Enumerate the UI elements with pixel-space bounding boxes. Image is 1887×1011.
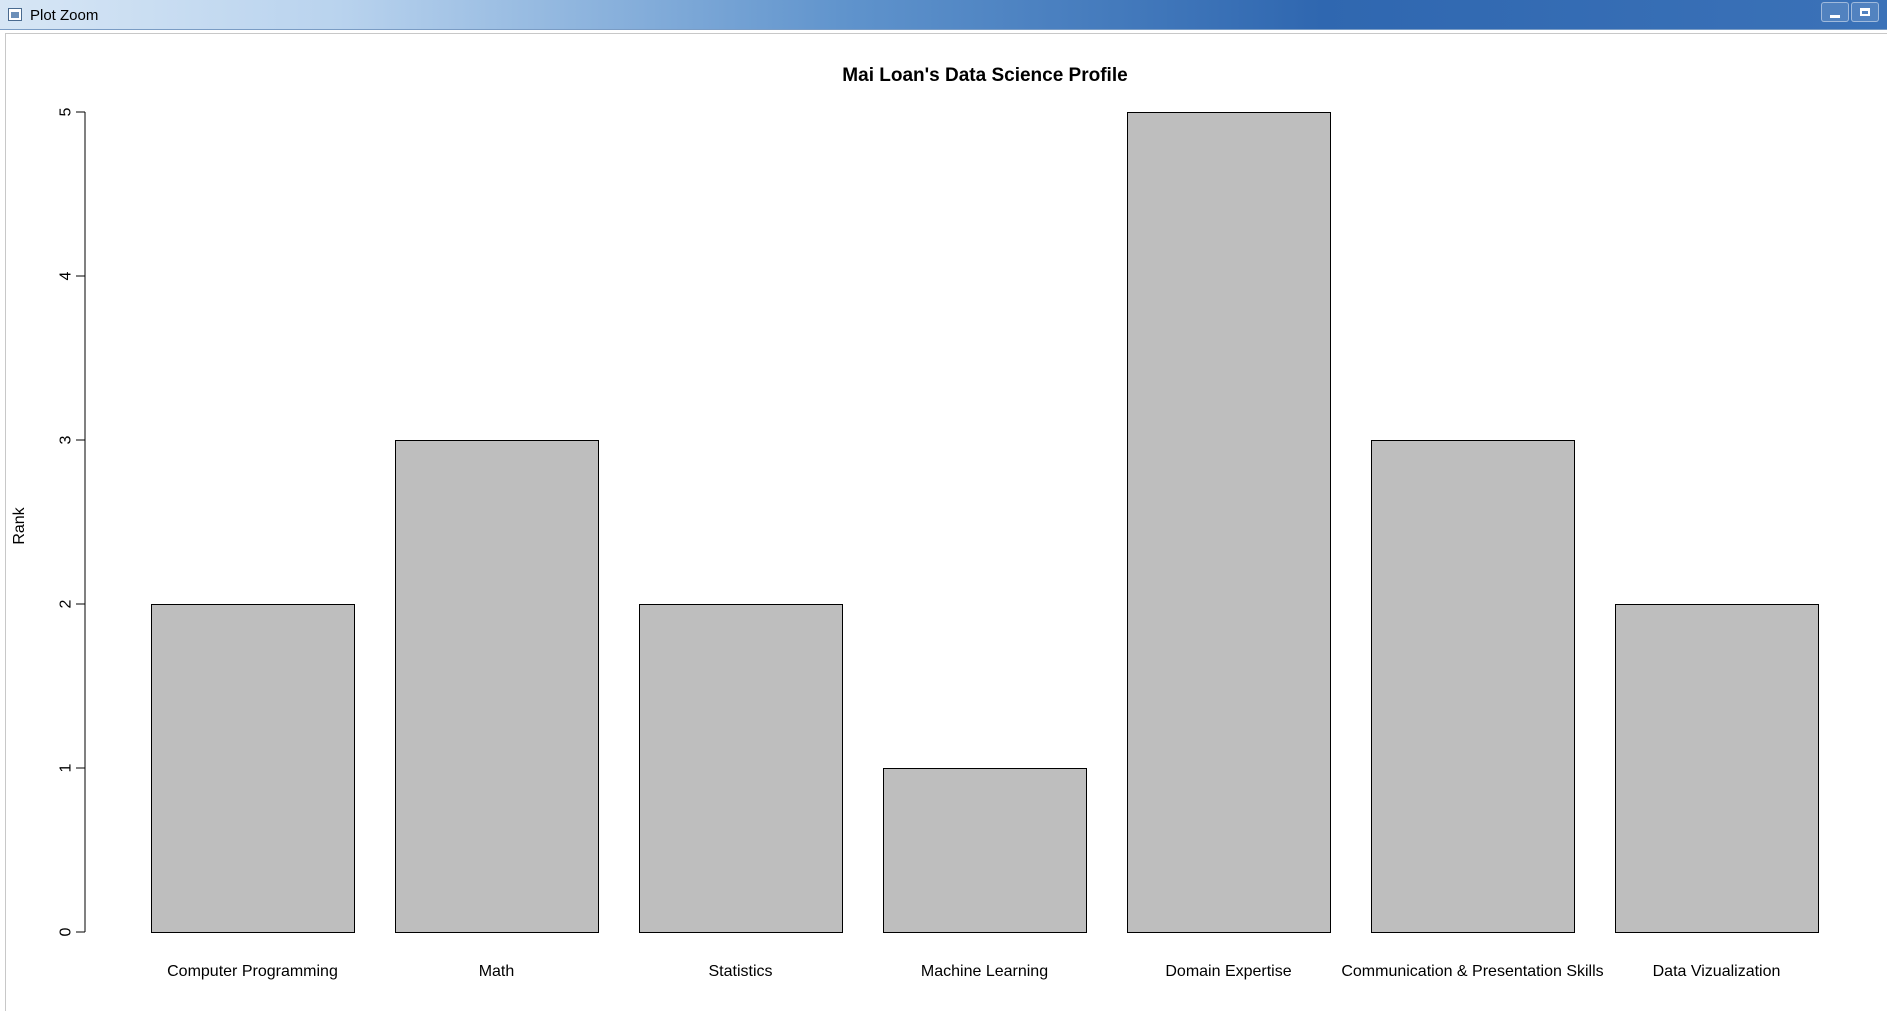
x-tick-label: Data Vizualization (1653, 963, 1781, 980)
x-tick-label: Communication & Presentation Skills (1341, 963, 1603, 980)
minimize-button[interactable] (1821, 2, 1849, 22)
bar (1127, 112, 1331, 933)
bar (1371, 440, 1575, 933)
y-tick-label: 5 (58, 107, 75, 116)
bar (151, 604, 355, 933)
y-tick-label: 4 (58, 271, 75, 280)
app-icon (8, 8, 22, 21)
y-tick-label: 1 (58, 763, 75, 772)
window-controls (1819, 2, 1879, 24)
window-title: Plot Zoom (30, 7, 99, 24)
y-tick-label: 0 (58, 927, 75, 936)
plot-frame (5, 33, 1887, 1011)
maximize-button[interactable] (1851, 2, 1879, 22)
maximize-icon (1860, 8, 1870, 16)
y-tick-label: 3 (58, 435, 75, 444)
y-axis-label: Rank (11, 506, 28, 544)
minimize-icon (1830, 14, 1840, 18)
window-titlebar: Plot Zoom (0, 0, 1887, 30)
x-tick-label: Machine Learning (921, 963, 1048, 980)
x-tick-label: Math (479, 963, 515, 980)
x-tick-label: Computer Programming (167, 963, 338, 980)
y-tick-label: 2 (58, 599, 75, 608)
bar (1615, 604, 1819, 933)
bars-group (151, 112, 1819, 933)
bar (639, 604, 843, 933)
bar (395, 440, 599, 933)
x-tick-label: Statistics (708, 963, 772, 980)
chart-title: Mai Loan's Data Science Profile (842, 65, 1127, 86)
x-tick-label: Domain Expertise (1165, 963, 1291, 980)
y-axis: 0 1 2 3 4 5 (58, 107, 86, 936)
x-tick-labels: Computer Programming Math Statistics Machin… (167, 963, 1780, 980)
bar (883, 768, 1087, 933)
